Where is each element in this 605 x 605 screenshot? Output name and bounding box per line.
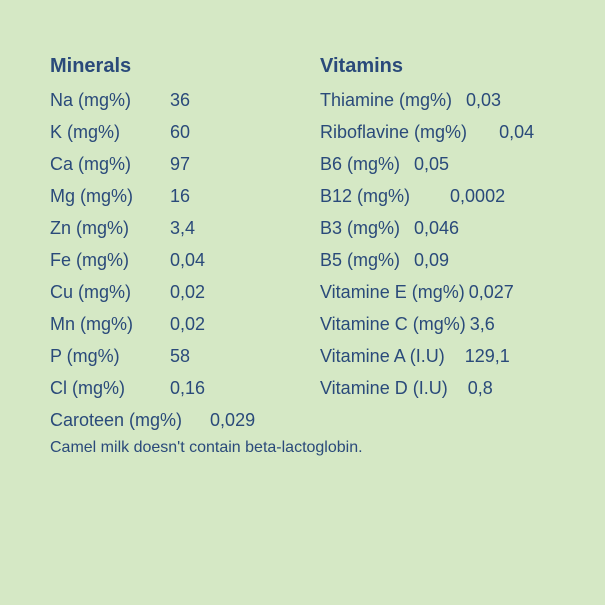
mineral-value: 60 (170, 122, 190, 143)
mineral-value: 0,04 (170, 250, 205, 271)
mineral-row: Mn (mg%) 0,02 (50, 314, 285, 335)
mineral-row: Na (mg%) 36 (50, 90, 285, 111)
mineral-row: Cl (mg%) 0,16 (50, 378, 285, 399)
vitamin-label: B3 (mg%) (320, 218, 400, 239)
mineral-label: Cu (mg%) (50, 282, 152, 303)
mineral-row: Mg (mg%) 16 (50, 186, 285, 207)
nutrition-table: Minerals Na (mg%) 36 K (mg%) 60 Ca (mg%) 97… (50, 55, 555, 410)
vitamin-value: 129,1 (465, 346, 510, 367)
mineral-label: Na (mg%) (50, 90, 152, 111)
vitamin-label: Vitamine C (mg%) (320, 314, 466, 335)
vitamin-row: B3 (mg%) 0,046 (320, 218, 555, 239)
mineral-row: Zn (mg%) 3,4 (50, 218, 285, 239)
vitamin-label: B5 (mg%) (320, 250, 400, 271)
mineral-value: 3,4 (170, 218, 195, 239)
mineral-label: K (mg%) (50, 122, 152, 143)
mineral-label: Cl (mg%) (50, 378, 152, 399)
vitamin-row: Vitamine E (mg%)0,027 (320, 282, 555, 303)
mineral-label: Fe (mg%) (50, 250, 152, 271)
vitamin-row: Vitamine A (I.U) 129,1 (320, 346, 555, 367)
vitamin-label: Thiamine (mg%) (320, 90, 452, 111)
mineral-value: 36 (170, 90, 190, 111)
mineral-value: 0,02 (170, 282, 205, 303)
vitamin-value: 0,027 (469, 282, 514, 303)
vitamin-value: 0,05 (414, 154, 449, 175)
caroteen-row: Caroteen (mg%) 0,029 (50, 410, 555, 431)
vitamin-value: 0,8 (468, 378, 493, 399)
vitamin-row: B5 (mg%) 0,09 (320, 250, 555, 271)
mineral-label: Mn (mg%) (50, 314, 152, 335)
mineral-row: Cu (mg%) 0,02 (50, 282, 285, 303)
mineral-value: 58 (170, 346, 190, 367)
vitamin-label: Riboflavine (mg%) (320, 122, 467, 143)
mineral-label: P (mg%) (50, 346, 152, 367)
vitamins-heading: Vitamins (320, 55, 555, 78)
mineral-value: 0,16 (170, 378, 205, 399)
vitamin-row: Thiamine (mg%) 0,03 (320, 90, 555, 111)
vitamin-label: Vitamine A (I.U) (320, 346, 445, 367)
vitamin-value: 0,04 (499, 122, 534, 143)
mineral-label: Mg (mg%) (50, 186, 152, 207)
vitamin-row: B12 (mg%) 0,0002 (320, 186, 555, 207)
mineral-label: Zn (mg%) (50, 218, 152, 239)
vitamin-row: B6 (mg%) 0,05 (320, 154, 555, 175)
vitamin-row: Riboflavine (mg%) 0,04 (320, 122, 555, 143)
vitamin-value: 0,03 (466, 90, 501, 111)
vitamin-label: Vitamine E (mg%) (320, 282, 465, 303)
vitamin-row: Vitamine D (I.U) 0,8 (320, 378, 555, 399)
minerals-column: Minerals Na (mg%) 36 K (mg%) 60 Ca (mg%) 97… (50, 55, 285, 410)
mineral-label: Ca (mg%) (50, 154, 152, 175)
vitamin-label: B12 (mg%) (320, 186, 410, 207)
mineral-value: 0,02 (170, 314, 205, 335)
mineral-row: K (mg%) 60 (50, 122, 285, 143)
vitamin-value: 0,046 (414, 218, 459, 239)
vitamin-label: B6 (mg%) (320, 154, 400, 175)
caroteen-label: Caroteen (mg%) (50, 410, 182, 431)
vitamin-row: Vitamine C (mg%)3,6 (320, 314, 555, 335)
minerals-heading: Minerals (50, 55, 285, 78)
caroteen-value: 0,029 (210, 410, 255, 431)
vitamin-value: 0,0002 (450, 186, 505, 207)
mineral-row: Fe (mg%) 0,04 (50, 250, 285, 271)
mineral-row: Ca (mg%) 97 (50, 154, 285, 175)
footnote: Camel milk doesn't contain beta-lactoglo… (50, 439, 555, 457)
vitamin-label: Vitamine D (I.U) (320, 378, 448, 399)
mineral-value: 97 (170, 154, 190, 175)
mineral-row: P (mg%) 58 (50, 346, 285, 367)
mineral-value: 16 (170, 186, 190, 207)
vitamin-value: 0,09 (414, 250, 449, 271)
vitamin-value: 3,6 (470, 314, 495, 335)
vitamins-column: Vitamins Thiamine (mg%) 0,03 Riboflavine … (320, 55, 555, 410)
